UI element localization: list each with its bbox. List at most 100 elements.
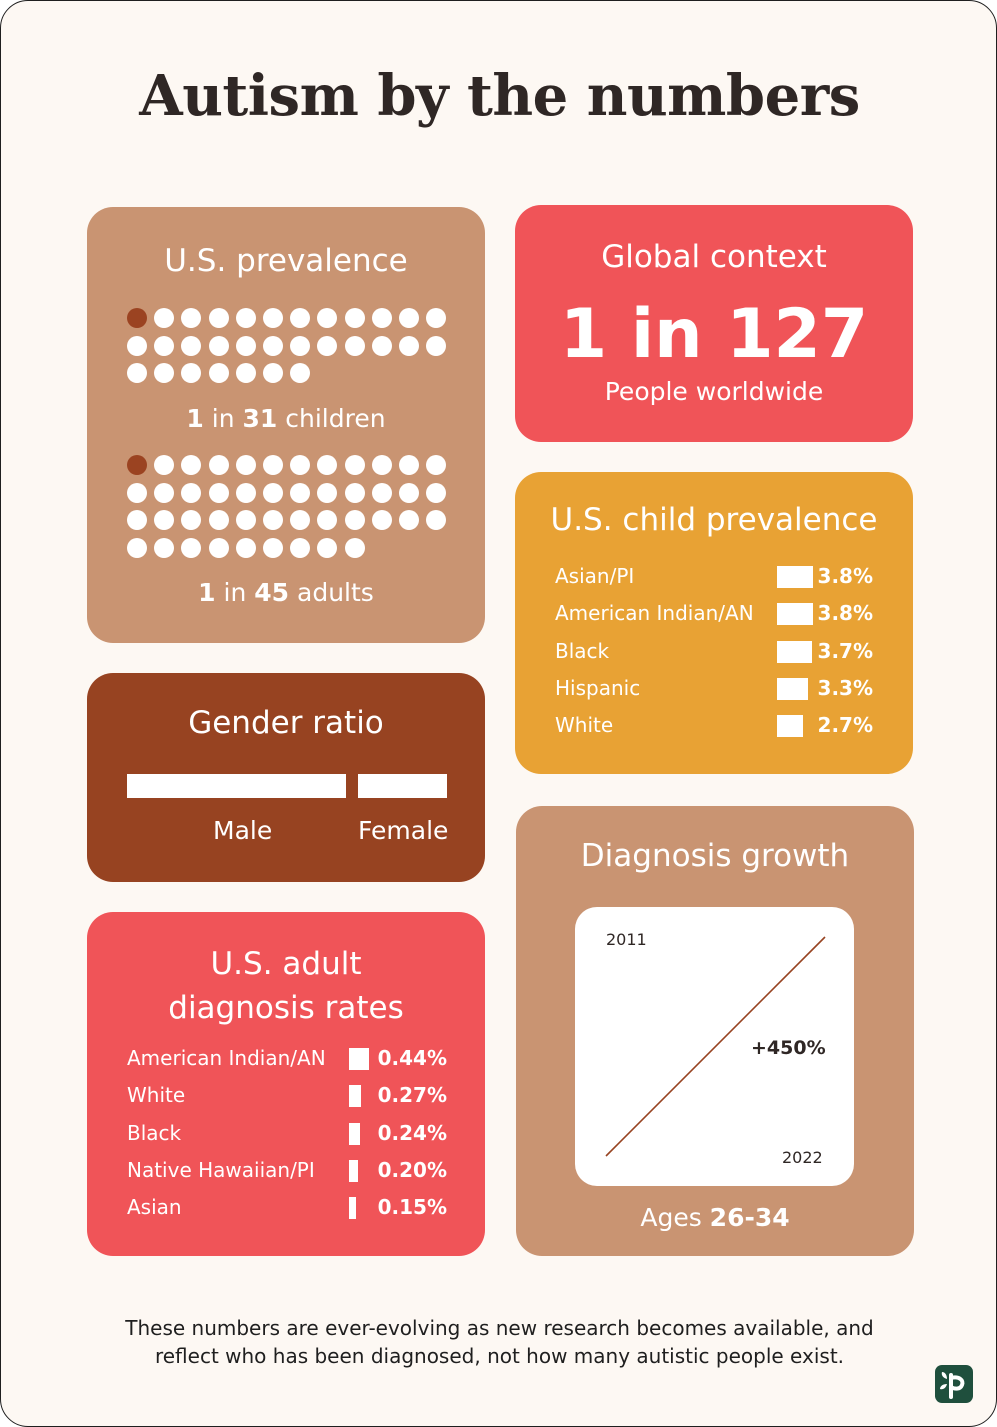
stat-row: Native Hawaiian/PI 0.20% <box>127 1158 447 1195</box>
global-subtitle: People worldwide <box>604 377 824 406</box>
person-dot <box>181 455 202 475</box>
diagnosis-growth-heading: Diagnosis growth <box>580 838 850 874</box>
row-value: 0.44% <box>377 1046 447 1070</box>
growth-caption-ages: 26-34 <box>709 1203 790 1232</box>
row-bar <box>777 715 803 738</box>
person-dot <box>290 363 311 383</box>
person-dot <box>235 537 256 558</box>
children-count: 1 <box>186 404 204 433</box>
person-dot <box>262 482 283 503</box>
person-dot <box>181 308 202 328</box>
person-dot <box>426 455 447 475</box>
person-dot <box>127 510 147 530</box>
row-value: 3.7% <box>817 638 873 663</box>
person-dot <box>398 335 419 356</box>
children-total: 31 <box>242 404 278 433</box>
row-label: White <box>127 1083 186 1108</box>
stat-row: American Indian/AN 3.8% <box>555 601 875 638</box>
growth-end-year: 2022 <box>782 1148 823 1167</box>
highlighted-person-dot <box>127 308 147 328</box>
person-dot <box>344 537 365 558</box>
us-prevalence-heading: U.S. prevalence <box>164 243 408 279</box>
footnote: These numbers are ever-evolving as new r… <box>101 1314 898 1370</box>
brand-logo-icon <box>935 1365 973 1403</box>
child-prevalence-card: U.S. child prevalence <box>515 472 913 774</box>
growth-start-year: 2011 <box>606 930 647 949</box>
adult-heading-line2: diagnosis rates <box>168 990 404 1026</box>
person-dot <box>181 482 202 503</box>
person-dot <box>426 335 447 356</box>
person-dot <box>181 537 202 558</box>
person-dot <box>208 455 229 475</box>
person-dot <box>344 308 365 328</box>
adults-mid: in <box>215 578 255 607</box>
stat-row: Asian/PI 3.8% <box>555 564 875 601</box>
person-dot <box>154 482 175 503</box>
growth-caption-prefix: Ages <box>640 1203 710 1232</box>
person-dot <box>371 335 392 356</box>
person-dot <box>154 510 175 530</box>
row-value: 3.8% <box>817 564 873 588</box>
row-bar <box>777 603 813 626</box>
row-bar <box>349 1122 360 1145</box>
global-context-card: Global context <box>515 205 913 442</box>
person-dot <box>181 363 202 383</box>
global-context-heading: Global context <box>601 239 827 275</box>
row-label: Asian <box>127 1195 182 1220</box>
row-value: 0.24% <box>377 1120 447 1145</box>
growth-chart-svg <box>605 936 826 1157</box>
person-dot <box>127 363 147 383</box>
person-dot <box>398 510 419 530</box>
child-prevalence-list: Asian/PI 3.8% American Indian/AN 3.8% Black 3… <box>555 564 875 750</box>
person-dot <box>426 482 447 503</box>
person-dot <box>344 482 365 503</box>
person-dot <box>290 537 311 558</box>
children-dot-grid <box>127 308 447 383</box>
row-value: 3.8% <box>817 601 873 626</box>
person-dot <box>317 455 338 475</box>
person-dot <box>344 510 365 530</box>
row-bar <box>777 566 813 588</box>
person-dot <box>181 510 202 530</box>
adults-total: 45 <box>254 578 290 607</box>
title-light: Autism <box>139 63 378 129</box>
row-bar <box>777 677 808 700</box>
stat-row: American Indian/AN 0.44% <box>127 1046 447 1083</box>
person-dot <box>398 308 419 328</box>
person-dot <box>208 308 229 328</box>
child-prevalence-heading: U.S. child prevalence <box>550 502 878 538</box>
row-value: 0.27% <box>377 1083 447 1108</box>
person-dot <box>127 335 147 356</box>
person-dot <box>262 335 283 356</box>
children-mid: in <box>203 404 243 433</box>
person-dot <box>290 335 311 356</box>
person-dot <box>235 308 256 328</box>
person-dot <box>208 482 229 503</box>
person-dot <box>290 510 311 530</box>
growth-change-label: +450% <box>751 1037 826 1059</box>
row-label: White <box>555 713 614 738</box>
growth-caption: Ages 26-34 <box>516 1203 914 1232</box>
row-label: Black <box>555 638 610 663</box>
adult-diagnosis-heading: U.S. adult diagnosis rates <box>87 942 485 1030</box>
stat-row: Black 3.7% <box>555 639 875 676</box>
stat-row: White 0.27% <box>127 1083 447 1120</box>
person-dot <box>235 363 256 383</box>
male-bar <box>127 774 346 798</box>
children-unit: children <box>277 404 386 433</box>
row-bar <box>349 1197 356 1220</box>
person-dot <box>154 335 175 356</box>
global-stat: 1 in 127 <box>559 295 869 374</box>
person-dot <box>426 308 447 328</box>
person-dot <box>290 482 311 503</box>
adults-caption: 1 in 45 adults <box>87 578 485 607</box>
row-bar <box>349 1085 361 1108</box>
footnote-line2: reflect who has been diagnosed, not how … <box>154 1344 845 1368</box>
person-dot <box>426 510 447 530</box>
adults-unit: adults <box>289 578 374 607</box>
row-value: 0.15% <box>377 1195 447 1220</box>
row-value: 3.3% <box>817 675 873 700</box>
person-dot <box>398 455 419 475</box>
person-dot <box>317 537 338 558</box>
